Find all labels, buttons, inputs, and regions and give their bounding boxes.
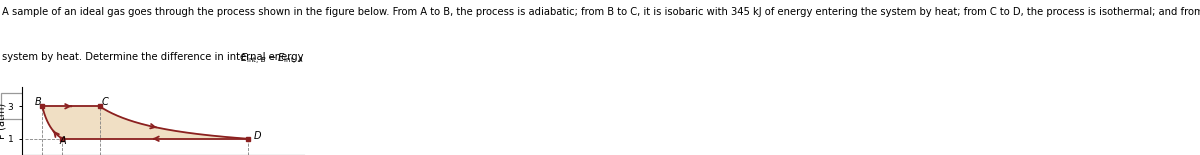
Text: $E_{\rm int,\,\mathit{B}} - E_{\rm int,\,\mathit{A}}$: $E_{\rm int,\,\mathit{B}} - E_{\rm int,\… [240,52,304,67]
Text: C: C [101,97,108,107]
Text: A sample of an ideal gas goes through the process shown in the figure below. Fro: A sample of an ideal gas goes through th… [2,7,1200,17]
Text: D: D [253,131,262,141]
FancyBboxPatch shape [1,93,36,119]
Text: kJ: kJ [40,99,48,109]
Text: B: B [35,97,41,107]
Text: A: A [60,136,66,146]
Y-axis label: P (atm): P (atm) [0,103,6,139]
Polygon shape [42,105,248,139]
Text: system by heat. Determine the difference in internal energy: system by heat. Determine the difference… [2,52,307,62]
